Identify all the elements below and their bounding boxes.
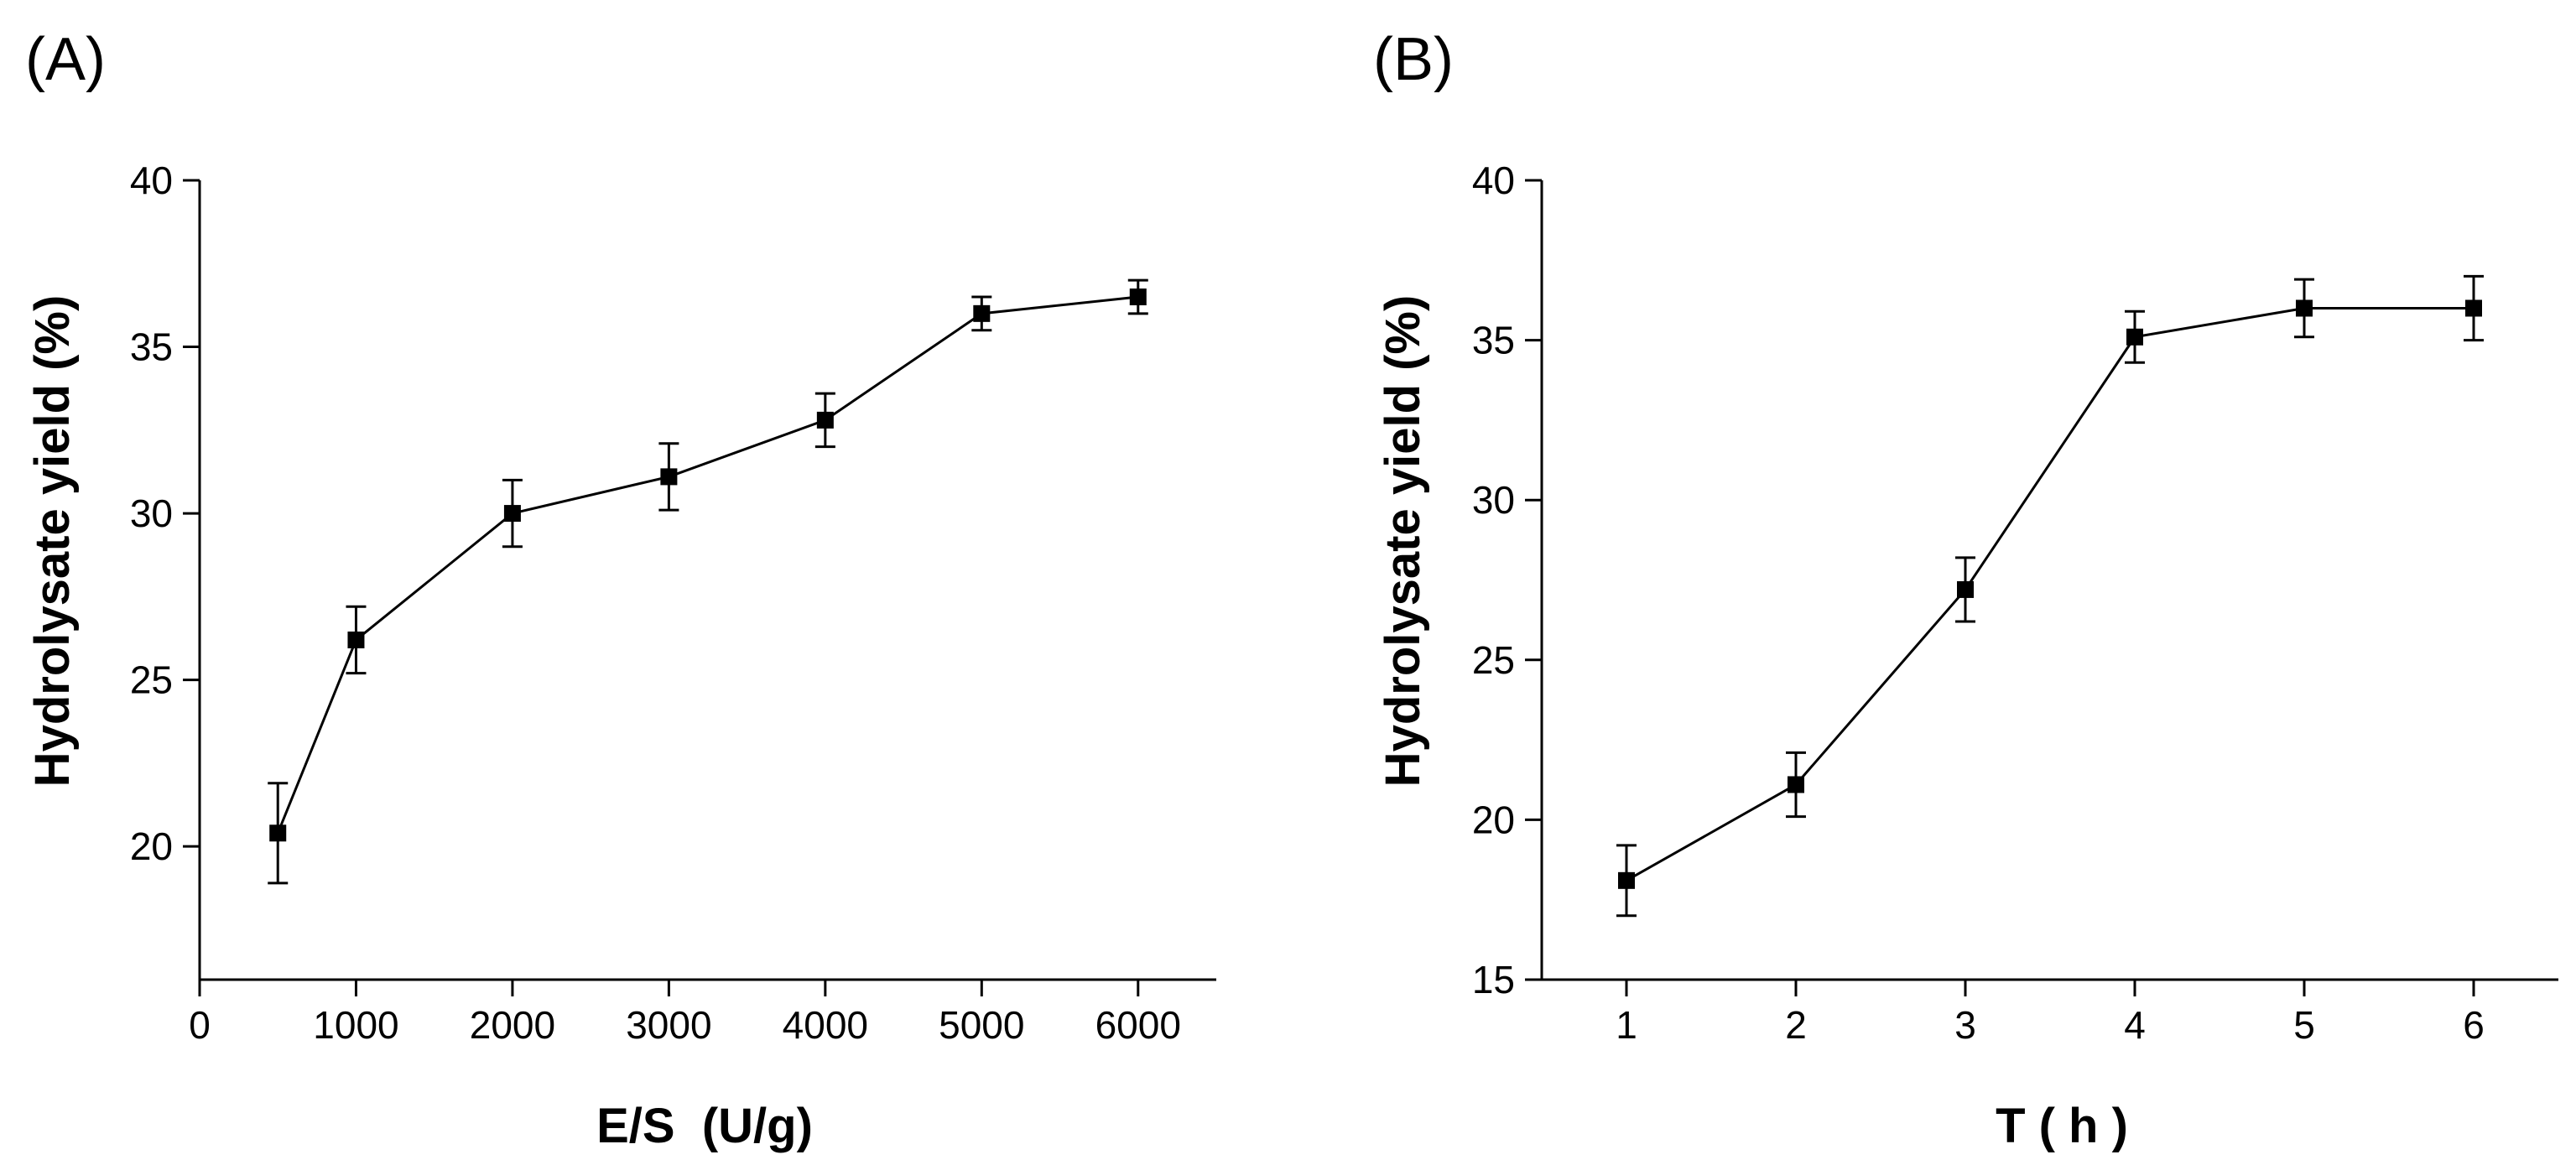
x-tick-label-a-6: 6000 bbox=[1095, 1003, 1181, 1047]
data-point-a-3 bbox=[660, 468, 678, 486]
y-tick-label-b-5: 40 bbox=[1472, 159, 1515, 202]
x-tick-label-b-1: 2 bbox=[1785, 1003, 1807, 1047]
data-point-b-2 bbox=[1957, 580, 1974, 598]
panel-label-b: (B) bbox=[1373, 26, 1454, 93]
data-point-b-0 bbox=[1618, 871, 1635, 889]
data-point-b-4 bbox=[2296, 299, 2313, 317]
y-tick-label-a-4: 40 bbox=[130, 159, 173, 202]
x-axis-title-a: E/S (U/g) bbox=[596, 1099, 813, 1153]
chart-panel-a: (A) E/S (U/g) Hydrolysate yield (%) 20 25… bbox=[25, 26, 1216, 1153]
data-point-b-5 bbox=[2465, 299, 2482, 317]
x-tick-label-b-2: 3 bbox=[1954, 1003, 1976, 1047]
x-tick-label-a-2: 2000 bbox=[470, 1003, 555, 1047]
x-tick-label-b-3: 4 bbox=[2124, 1003, 2146, 1047]
x-tick-label-a-1: 1000 bbox=[313, 1003, 398, 1047]
panel-label-a: (A) bbox=[25, 26, 106, 93]
x-tick-label-b-4: 5 bbox=[2293, 1003, 2315, 1047]
data-point-a-2 bbox=[503, 505, 521, 523]
data-point-a-4 bbox=[816, 411, 834, 429]
y-tick-label-a-1: 25 bbox=[130, 658, 173, 702]
y-axis-title-b: Hydrolysate yield (%) bbox=[1376, 295, 1430, 788]
x-tick-label-a-4: 4000 bbox=[783, 1003, 868, 1047]
series-line-b-0 bbox=[1626, 306, 2474, 882]
y-tick-label-b-4: 35 bbox=[1472, 319, 1515, 362]
x-tick-label-a-3: 3000 bbox=[626, 1003, 711, 1047]
y-tick-label-b-0: 15 bbox=[1472, 958, 1515, 1001]
data-point-a-0 bbox=[269, 824, 287, 842]
y-tick-label-b-2: 25 bbox=[1472, 638, 1515, 682]
chart-panel-b: (B) T ( h ) Hydrolysate yield (%) 152025… bbox=[1373, 26, 2558, 1153]
y-axis-title-a: Hydrolysate yield (%) bbox=[25, 295, 80, 788]
data-point-b-1 bbox=[1788, 776, 1804, 793]
data-point-a-6 bbox=[1129, 288, 1147, 305]
x-tick-label-a-0: 0 bbox=[189, 1003, 211, 1047]
x-tick-label-b-0: 1 bbox=[1616, 1003, 1637, 1047]
data-point-b-3 bbox=[2126, 328, 2143, 346]
x-tick-label-a-5: 5000 bbox=[939, 1003, 1024, 1047]
series-line-a-0 bbox=[276, 295, 1138, 834]
y-tick-label-b-1: 20 bbox=[1472, 798, 1515, 841]
y-tick-label-a-2: 30 bbox=[130, 491, 173, 535]
y-tick-label-a-0: 20 bbox=[130, 824, 173, 868]
y-tick-label-a-3: 35 bbox=[130, 325, 173, 369]
x-tick-label-b-5: 6 bbox=[2463, 1003, 2485, 1047]
x-axis-title-b: T ( h ) bbox=[1996, 1099, 2128, 1153]
data-point-a-1 bbox=[347, 631, 365, 648]
y-tick-label-b-3: 30 bbox=[1472, 478, 1515, 522]
data-point-a-5 bbox=[973, 304, 991, 322]
